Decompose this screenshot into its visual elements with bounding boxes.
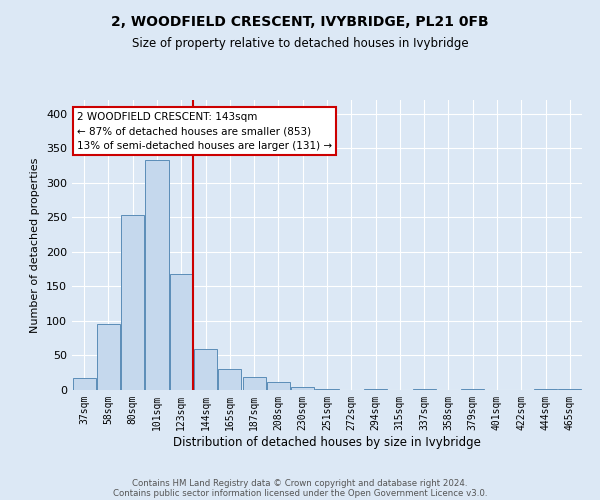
Text: 2, WOODFIELD CRESCENT, IVYBRIDGE, PL21 0FB: 2, WOODFIELD CRESCENT, IVYBRIDGE, PL21 0… xyxy=(111,15,489,29)
Bar xyxy=(291,386,314,390)
Text: Size of property relative to detached houses in Ivybridge: Size of property relative to detached ho… xyxy=(131,38,469,51)
Bar xyxy=(242,377,266,390)
Text: Contains HM Land Registry data © Crown copyright and database right 2024.: Contains HM Land Registry data © Crown c… xyxy=(132,478,468,488)
Text: Contains public sector information licensed under the Open Government Licence v3: Contains public sector information licen… xyxy=(113,488,487,498)
Text: 2 WOODFIELD CRESCENT: 143sqm
← 87% of detached houses are smaller (853)
13% of s: 2 WOODFIELD CRESCENT: 143sqm ← 87% of de… xyxy=(77,112,332,151)
Bar xyxy=(194,350,217,390)
Bar xyxy=(267,382,290,390)
X-axis label: Distribution of detached houses by size in Ivybridge: Distribution of detached houses by size … xyxy=(173,436,481,448)
Bar xyxy=(145,160,169,390)
Bar xyxy=(97,324,120,390)
Bar xyxy=(121,216,144,390)
Bar xyxy=(218,370,241,390)
Y-axis label: Number of detached properties: Number of detached properties xyxy=(31,158,40,332)
Bar xyxy=(73,378,95,390)
Bar xyxy=(170,274,193,390)
